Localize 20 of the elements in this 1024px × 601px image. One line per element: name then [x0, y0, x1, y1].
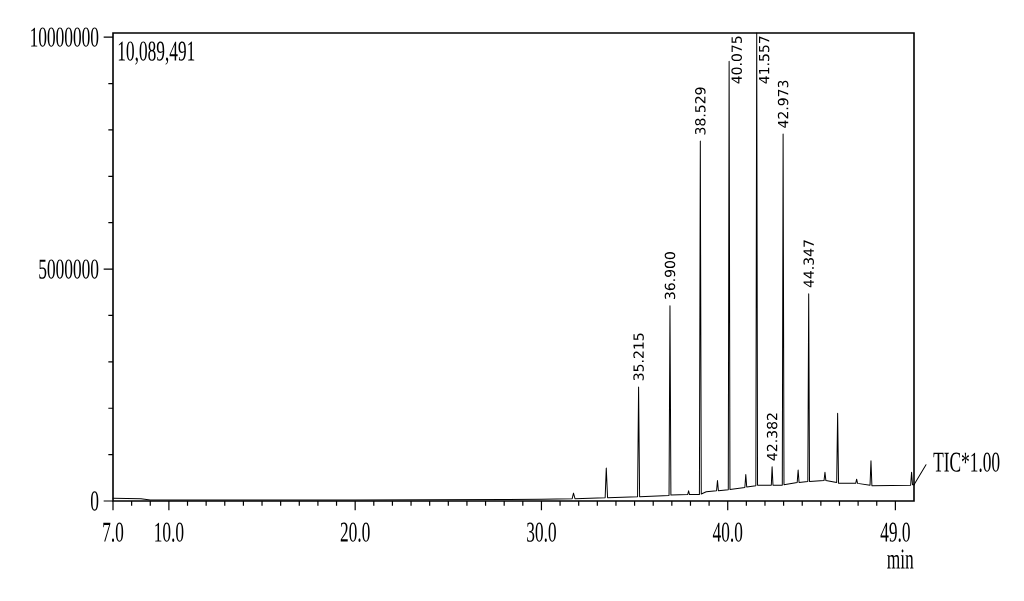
x-axis-title: min	[887, 549, 914, 569]
x-tick-label: 7.0	[103, 522, 124, 542]
annotation: 10,089,491	[118, 41, 195, 65]
annotation: 40.075	[731, 36, 742, 84]
y-tick-label: 0	[90, 491, 99, 511]
y-tick-label: 5000000	[39, 259, 99, 279]
x-tick-label: 40.0	[712, 522, 743, 542]
annotation: 35.215	[633, 333, 644, 381]
x-tick-label: 49.0	[880, 522, 910, 542]
y-tick-label: 10000000	[31, 27, 99, 47]
annotation: 36.900	[664, 252, 676, 300]
annotation: 42.973	[777, 80, 789, 128]
annotation: 41.557	[758, 36, 770, 84]
x-tick-label: 30.0	[527, 522, 556, 542]
x-tick-label: 20.0	[340, 522, 370, 542]
annotation: 42.382	[766, 413, 778, 461]
annotation: 38.529	[695, 87, 706, 135]
annotation: 44.347	[803, 240, 814, 288]
legend-label: TIC*1.00	[933, 452, 1000, 472]
x-tick-label: 10.0	[155, 522, 184, 542]
